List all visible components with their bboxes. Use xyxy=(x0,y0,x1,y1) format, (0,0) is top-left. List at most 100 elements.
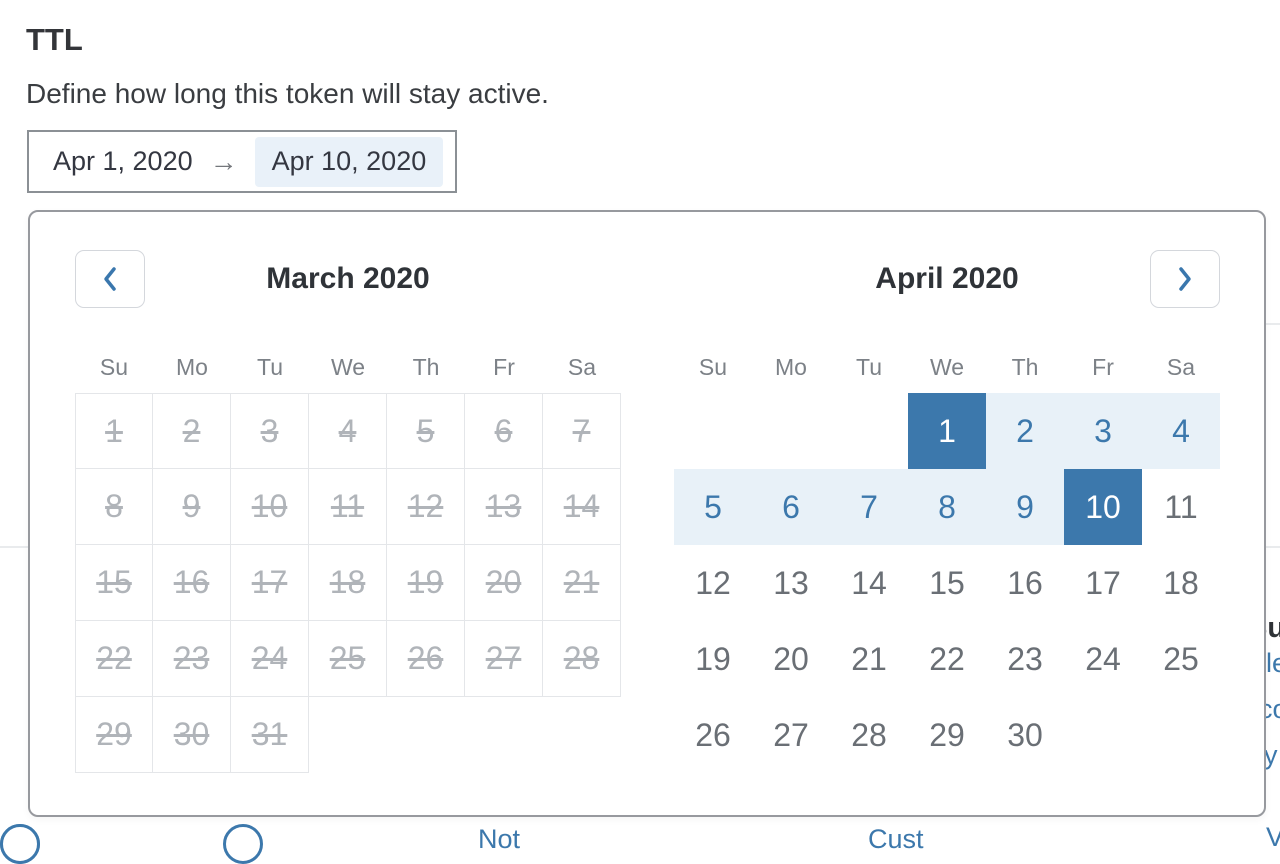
weekday-label: Sa xyxy=(1166,354,1196,380)
weekday-label: Su xyxy=(698,354,728,380)
calendar-month-april: April 2020 Su Mo Tu We Th Fr Sa 1 2 3 4 5 6 7 8 9 10 11 1… xyxy=(674,212,1220,815)
weekday-label: Fr xyxy=(1092,354,1114,380)
day-cell[interactable]: 11 xyxy=(1164,488,1198,525)
day-cell: 25 xyxy=(309,621,387,697)
clipped-link-fragment[interactable]: Not xyxy=(478,824,521,854)
day-cell[interactable]: 29 xyxy=(929,716,965,753)
weekday-label: Fr xyxy=(493,354,515,380)
day-cell[interactable]: 3 xyxy=(1064,393,1142,469)
day-cell[interactable]: 17 xyxy=(1085,564,1121,601)
clipped-link-fragment[interactable]: le xyxy=(1266,648,1280,678)
day-cell: 26 xyxy=(387,621,465,697)
date-range-input[interactable]: Apr 1, 2020 → Apr 10, 2020 xyxy=(27,130,457,193)
empty-cell xyxy=(1064,697,1142,773)
day-cell[interactable]: 24 xyxy=(1085,640,1121,677)
day-cell: 16 xyxy=(153,545,231,621)
date-picker-popup: March 2020 Su Mo Tu We Th Fr Sa 1 2 3 4 5 6 7 8 9 10 11 1… xyxy=(28,210,1266,817)
empty-cell xyxy=(1142,697,1220,773)
end-date-value[interactable]: Apr 10, 2020 xyxy=(254,136,444,187)
day-cell: 3 xyxy=(231,393,309,469)
day-cell: 19 xyxy=(387,545,465,621)
clipped-link-fragment[interactable]: y xyxy=(1264,740,1278,770)
arrow-right-icon: → xyxy=(209,145,238,177)
day-cell: 29 xyxy=(75,697,153,773)
day-cell: 12 xyxy=(387,469,465,545)
clipped-link-fragment[interactable]: Cust xyxy=(868,824,924,854)
day-cell: 14 xyxy=(543,469,621,545)
empty-cell xyxy=(830,393,908,469)
day-cell: 4 xyxy=(309,393,387,469)
day-cell[interactable]: 8 xyxy=(908,469,986,545)
day-cell: 23 xyxy=(153,621,231,697)
empty-cell xyxy=(465,697,543,773)
day-cell: 18 xyxy=(309,545,387,621)
day-cell[interactable]: 19 xyxy=(695,640,731,677)
day-cell[interactable]: 22 xyxy=(929,640,965,677)
chevron-right-icon xyxy=(1174,264,1196,294)
day-cell[interactable]: 18 xyxy=(1163,564,1199,601)
weekday-label: Su xyxy=(99,354,129,380)
weekday-label: Sa xyxy=(567,354,597,380)
day-cell: 31 xyxy=(231,697,309,773)
day-cell: 15 xyxy=(75,545,153,621)
day-cell: 30 xyxy=(153,697,231,773)
day-cell[interactable]: 2 xyxy=(986,393,1064,469)
range-end-day[interactable]: 10 xyxy=(1064,469,1142,545)
day-cell: 20 xyxy=(465,545,543,621)
empty-cell xyxy=(387,697,465,773)
previous-month-button[interactable] xyxy=(75,250,145,308)
empty-cell xyxy=(674,393,752,469)
weekday-label: Tu xyxy=(257,354,283,380)
day-cell[interactable]: 7 xyxy=(830,469,908,545)
day-cell: 10 xyxy=(231,469,309,545)
empty-cell xyxy=(309,697,387,773)
day-cell[interactable]: 27 xyxy=(773,716,809,753)
day-cell[interactable]: 15 xyxy=(929,564,965,601)
day-cell: 6 xyxy=(465,393,543,469)
weekday-label: Th xyxy=(1011,354,1039,380)
day-cell: 13 xyxy=(465,469,543,545)
day-cell[interactable]: 16 xyxy=(1007,564,1043,601)
day-cell[interactable]: 30 xyxy=(1007,716,1043,753)
day-cell[interactable]: 23 xyxy=(1007,640,1043,677)
calendar-month-march: March 2020 Su Mo Tu We Th Fr Sa 1 2 3 4 5 6 7 8 9 10 11 1… xyxy=(75,212,621,815)
empty-cell xyxy=(752,393,830,469)
chevron-left-icon xyxy=(99,264,121,294)
weekday-label: We xyxy=(929,354,965,380)
day-cell: 17 xyxy=(231,545,309,621)
weekday-label: Th xyxy=(412,354,440,380)
page-title: TTL xyxy=(26,22,83,57)
circle-fragment xyxy=(223,824,263,864)
weekday-label: We xyxy=(330,354,366,380)
day-cell[interactable]: 4 xyxy=(1142,393,1220,469)
day-cell: 5 xyxy=(387,393,465,469)
day-cell: 7 xyxy=(543,393,621,469)
day-cell[interactable]: 5 xyxy=(674,469,752,545)
day-cell: 27 xyxy=(465,621,543,697)
day-cell: 28 xyxy=(543,621,621,697)
next-month-button[interactable] xyxy=(1150,250,1220,308)
start-date-value[interactable]: Apr 1, 2020 xyxy=(53,146,193,176)
clipped-link-fragment[interactable]: Vi xyxy=(1266,822,1280,852)
day-grid-april: 1 2 3 4 5 6 7 8 9 10 11 12 13 14 15 16 17 18 19 20 21 22 23 24 2… xyxy=(674,393,1220,773)
day-cell[interactable]: 9 xyxy=(986,469,1064,545)
day-cell: 9 xyxy=(153,469,231,545)
circle-fragment xyxy=(0,824,40,864)
day-grid-march: 1 2 3 4 5 6 7 8 9 10 11 12 13 14 15 16 17 18 19 20 21 22 23 24 2… xyxy=(75,393,621,773)
day-cell[interactable]: 25 xyxy=(1163,640,1199,677)
day-cell: 11 xyxy=(309,469,387,545)
day-cell[interactable]: 12 xyxy=(695,564,731,601)
day-cell[interactable]: 6 xyxy=(752,469,830,545)
range-start-day[interactable]: 1 xyxy=(908,393,986,469)
month-title: April 2020 xyxy=(875,262,1019,295)
day-cell[interactable]: 14 xyxy=(851,564,887,601)
day-cell[interactable]: 20 xyxy=(773,640,809,677)
day-cell[interactable]: 13 xyxy=(773,564,809,601)
day-cell: 8 xyxy=(75,469,153,545)
page-description: Define how long this token will stay act… xyxy=(26,78,549,109)
day-cell: 21 xyxy=(543,545,621,621)
day-cell[interactable]: 21 xyxy=(851,640,887,677)
day-cell[interactable]: 28 xyxy=(851,716,887,753)
day-cell: 22 xyxy=(75,621,153,697)
day-cell[interactable]: 26 xyxy=(695,716,731,753)
